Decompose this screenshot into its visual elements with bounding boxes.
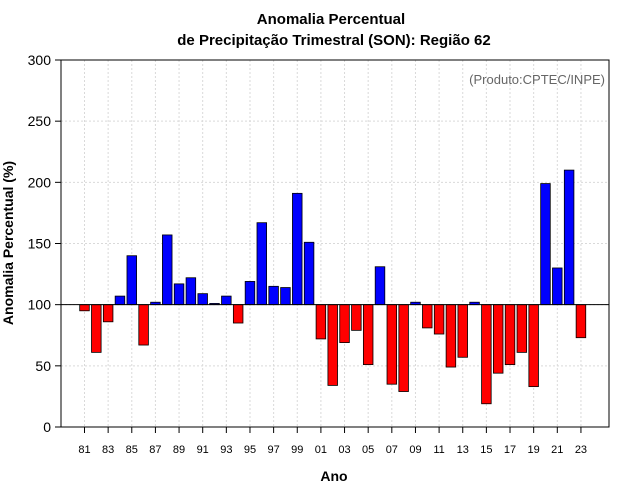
bar-98 — [280, 287, 291, 306]
x-tick-label: 11 — [433, 444, 444, 456]
bar-85 — [126, 255, 137, 306]
bar-19 — [528, 304, 539, 388]
bar-23 — [575, 304, 587, 339]
x-tick-label: 91 — [197, 444, 209, 456]
y-tick-label: 0 — [43, 419, 51, 435]
bar-11 — [433, 304, 445, 335]
bar-91 — [197, 293, 208, 306]
bar-94 — [232, 304, 244, 324]
bar-89 — [173, 283, 185, 306]
x-tick-label: 85 — [126, 444, 138, 456]
x-tick-label: 09 — [409, 444, 421, 456]
bar-81 — [79, 304, 90, 312]
y-tick-label: 100 — [28, 297, 52, 313]
x-axis: 81 83 85 87 89 91 93 95 97 99 01 03 05 07 09 11 13 15 17 19… — [78, 427, 587, 456]
bar-10 — [422, 304, 433, 329]
bar-93 — [221, 295, 232, 306]
bar-17 — [504, 304, 516, 366]
x-tick-label: 17 — [504, 444, 516, 456]
x-tick-label: 21 — [551, 444, 563, 456]
bar-84 — [114, 295, 126, 306]
bar-03 — [339, 304, 350, 343]
x-tick-label: 81 — [78, 444, 90, 456]
chart-subtitle: de Precipitação Trimestral (SON): Região… — [177, 32, 490, 49]
bar-20 — [540, 183, 551, 306]
y-tick-label: 250 — [28, 113, 52, 129]
y-tick-label: 50 — [35, 358, 51, 374]
x-tick-label: 95 — [244, 444, 256, 456]
bar-15 — [481, 304, 492, 405]
bar-95 — [244, 281, 256, 306]
bar-99 — [292, 192, 303, 306]
x-tick-label: 23 — [575, 444, 587, 456]
bar-18 — [516, 304, 528, 353]
bar-08 — [398, 304, 409, 392]
x-tick-label: 01 — [315, 444, 327, 456]
bar-21 — [552, 267, 563, 306]
x-tick-label: 05 — [362, 444, 374, 456]
bar-16 — [492, 304, 504, 374]
credit-text: (Produto:CPTEC/INPE) — [469, 72, 605, 87]
y-axis-title: Anomalia Percentual (%) — [0, 161, 16, 325]
bar-96 — [256, 222, 268, 306]
x-tick-label: 87 — [149, 444, 161, 456]
y-axis: 0 50 100 150 200 250 300 — [28, 52, 61, 435]
bar-05 — [362, 304, 374, 366]
x-axis-title: Ano — [320, 468, 347, 484]
bar-22 — [563, 169, 575, 306]
bar-07 — [386, 304, 398, 385]
bar-00 — [303, 241, 315, 306]
bar-02 — [327, 304, 338, 386]
bar-86 — [138, 304, 149, 346]
y-tick-label: 300 — [28, 52, 52, 68]
bars — [79, 169, 587, 405]
x-tick-label: 19 — [528, 444, 540, 456]
x-tick-label: 89 — [173, 444, 185, 456]
x-tick-label: 83 — [102, 444, 114, 456]
bar-12 — [445, 304, 457, 368]
bar-13 — [457, 304, 468, 358]
bar-04 — [351, 304, 362, 331]
x-tick-label: 13 — [457, 444, 469, 456]
bar-90 — [185, 277, 197, 306]
bar-88 — [162, 234, 173, 306]
bar-83 — [102, 304, 114, 323]
x-tick-label: 97 — [267, 444, 279, 456]
bar-82 — [91, 304, 102, 353]
x-tick-label: 07 — [386, 444, 398, 456]
x-tick-label: 15 — [480, 444, 492, 456]
bar-01 — [315, 304, 327, 340]
bar-06 — [374, 266, 386, 306]
bar-97 — [268, 285, 279, 306]
y-tick-label: 150 — [28, 236, 52, 252]
x-tick-label: 99 — [291, 444, 303, 456]
chart-title: Anomalia Percentual — [257, 11, 405, 28]
x-tick-label: 93 — [220, 444, 232, 456]
x-tick-label: 03 — [338, 444, 350, 456]
y-tick-label: 200 — [28, 174, 52, 190]
